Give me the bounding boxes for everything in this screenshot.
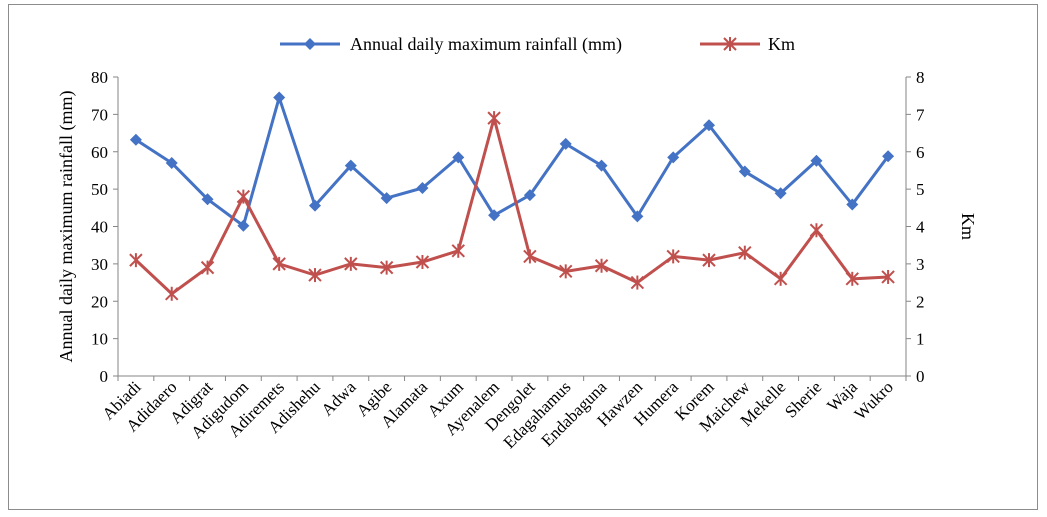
data-point — [881, 269, 895, 284]
data-point — [523, 249, 537, 264]
y2-tick-label: 2 — [916, 292, 925, 311]
y-axis-title: Annual daily maximum rainfall (mm) — [56, 91, 77, 363]
data-point — [738, 245, 752, 260]
x-tick-label: Adwa — [317, 377, 359, 419]
y2-tick-label: 0 — [916, 367, 925, 386]
data-point — [379, 260, 394, 275]
y2-axis-title: Km — [958, 213, 978, 240]
data-point — [415, 255, 430, 270]
data-point — [738, 165, 751, 178]
y2-tick-label: 4 — [916, 218, 925, 237]
y2-tick-label: 3 — [916, 255, 925, 274]
series-line-1 — [135, 96, 890, 228]
y2-tick-label: 1 — [916, 330, 925, 349]
data-point — [200, 260, 215, 275]
data-point — [594, 258, 609, 273]
data-point — [774, 187, 787, 200]
data-point — [702, 253, 716, 268]
data-point — [703, 119, 715, 132]
data-point — [846, 198, 859, 211]
data-point — [452, 151, 465, 164]
chart-frame — [8, 4, 1038, 510]
y2-tick-label: 7 — [916, 105, 925, 124]
data-point — [308, 268, 322, 283]
y-tick-label: 60 — [91, 143, 108, 162]
data-point — [810, 154, 823, 167]
data-point — [845, 271, 859, 286]
data-point — [809, 223, 824, 238]
y-tick-label: 30 — [91, 255, 108, 274]
data-point — [559, 137, 572, 150]
legend-label: Annual daily maximum rainfall (mm) — [350, 34, 622, 55]
data-point — [523, 189, 536, 202]
data-point — [666, 249, 680, 264]
data-point — [309, 199, 321, 212]
data-point — [380, 192, 393, 205]
data-point — [129, 253, 143, 268]
series-line-2 — [134, 116, 889, 296]
data-point — [631, 210, 644, 223]
data-point — [773, 271, 788, 286]
data-point — [165, 156, 178, 169]
data-point — [667, 151, 680, 164]
legend-label: Km — [768, 34, 795, 54]
data-point — [272, 256, 286, 271]
x-tick-label: Sherie — [781, 377, 825, 421]
data-point — [559, 264, 573, 279]
data-point — [237, 219, 250, 232]
y2-tick-label: 6 — [916, 143, 925, 162]
y2-tick-label: 8 — [916, 68, 925, 87]
data-point — [488, 209, 501, 222]
y-tick-label: 10 — [91, 330, 108, 349]
data-point — [273, 91, 286, 104]
y2-tick-label: 5 — [916, 180, 925, 199]
data-point — [304, 38, 316, 50]
data-point — [344, 256, 358, 271]
data-point — [451, 243, 465, 258]
data-point — [165, 286, 179, 301]
data-point — [201, 193, 214, 206]
y-tick-label: 20 — [91, 292, 108, 311]
data-point — [236, 189, 251, 204]
data-point — [630, 275, 645, 290]
data-point — [595, 159, 608, 172]
data-point — [723, 37, 737, 51]
y-tick-label: 0 — [100, 367, 109, 386]
y-tick-label: 80 — [91, 68, 108, 87]
data-point — [882, 150, 895, 163]
data-point — [129, 133, 142, 146]
x-tick-label: Wukro — [851, 377, 897, 423]
data-point — [487, 111, 501, 126]
y-tick-label: 70 — [91, 105, 108, 124]
y-tick-label: 40 — [91, 218, 108, 237]
data-point — [344, 159, 357, 172]
data-point — [416, 182, 429, 195]
y-tick-label: 50 — [91, 180, 108, 199]
